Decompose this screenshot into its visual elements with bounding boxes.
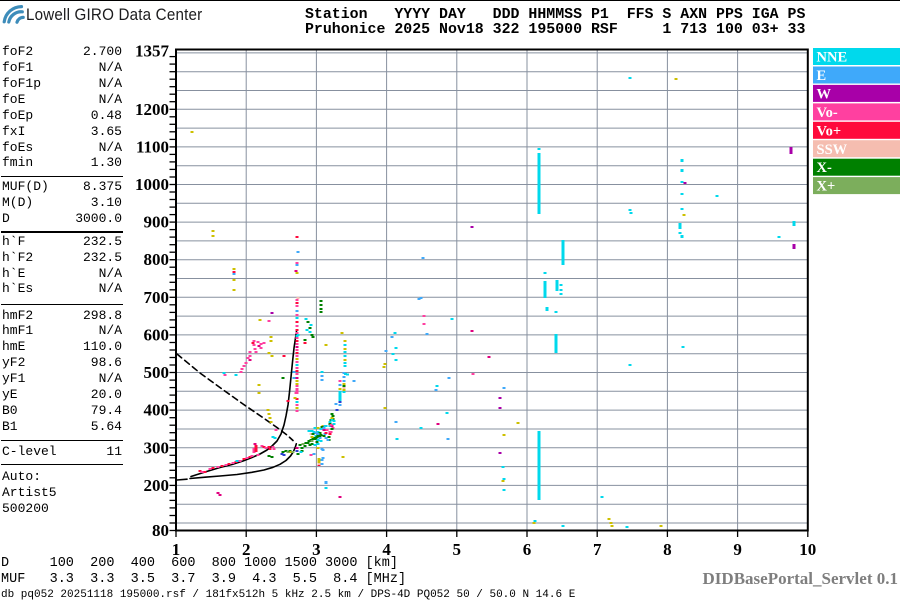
svg-text:6: 6 <box>523 540 532 559</box>
svg-text:1000: 1000 <box>135 175 169 194</box>
svg-text:E: E <box>817 68 827 84</box>
svg-text:X+: X+ <box>817 179 836 195</box>
svg-text:3: 3 <box>312 540 321 559</box>
svg-text:5: 5 <box>453 540 462 559</box>
svg-text:800: 800 <box>144 250 170 269</box>
svg-text:2: 2 <box>242 540 251 559</box>
svg-text:700: 700 <box>144 288 170 307</box>
svg-text:W: W <box>817 86 832 102</box>
svg-text:400: 400 <box>144 401 170 420</box>
svg-text:500: 500 <box>144 363 170 382</box>
svg-text:1100: 1100 <box>136 137 169 156</box>
svg-text:8: 8 <box>663 540 672 559</box>
svg-text:SSW: SSW <box>817 142 848 158</box>
svg-text:Vo+: Vo+ <box>817 123 842 139</box>
svg-text:NNE: NNE <box>817 50 848 66</box>
svg-text:200: 200 <box>144 476 170 495</box>
svg-text:80: 80 <box>152 521 169 540</box>
svg-text:1200: 1200 <box>135 100 169 119</box>
svg-text:1: 1 <box>172 540 181 559</box>
svg-text:7: 7 <box>593 540 602 559</box>
svg-text:9: 9 <box>733 540 742 559</box>
svg-text:300: 300 <box>144 438 170 457</box>
svg-text:Vo-: Vo- <box>817 105 838 121</box>
svg-text:900: 900 <box>144 213 170 232</box>
svg-text:4: 4 <box>382 540 391 559</box>
svg-text:600: 600 <box>144 325 170 344</box>
svg-text:1357: 1357 <box>135 42 170 61</box>
svg-text:10: 10 <box>799 540 816 559</box>
svg-text:X-: X- <box>817 160 832 176</box>
